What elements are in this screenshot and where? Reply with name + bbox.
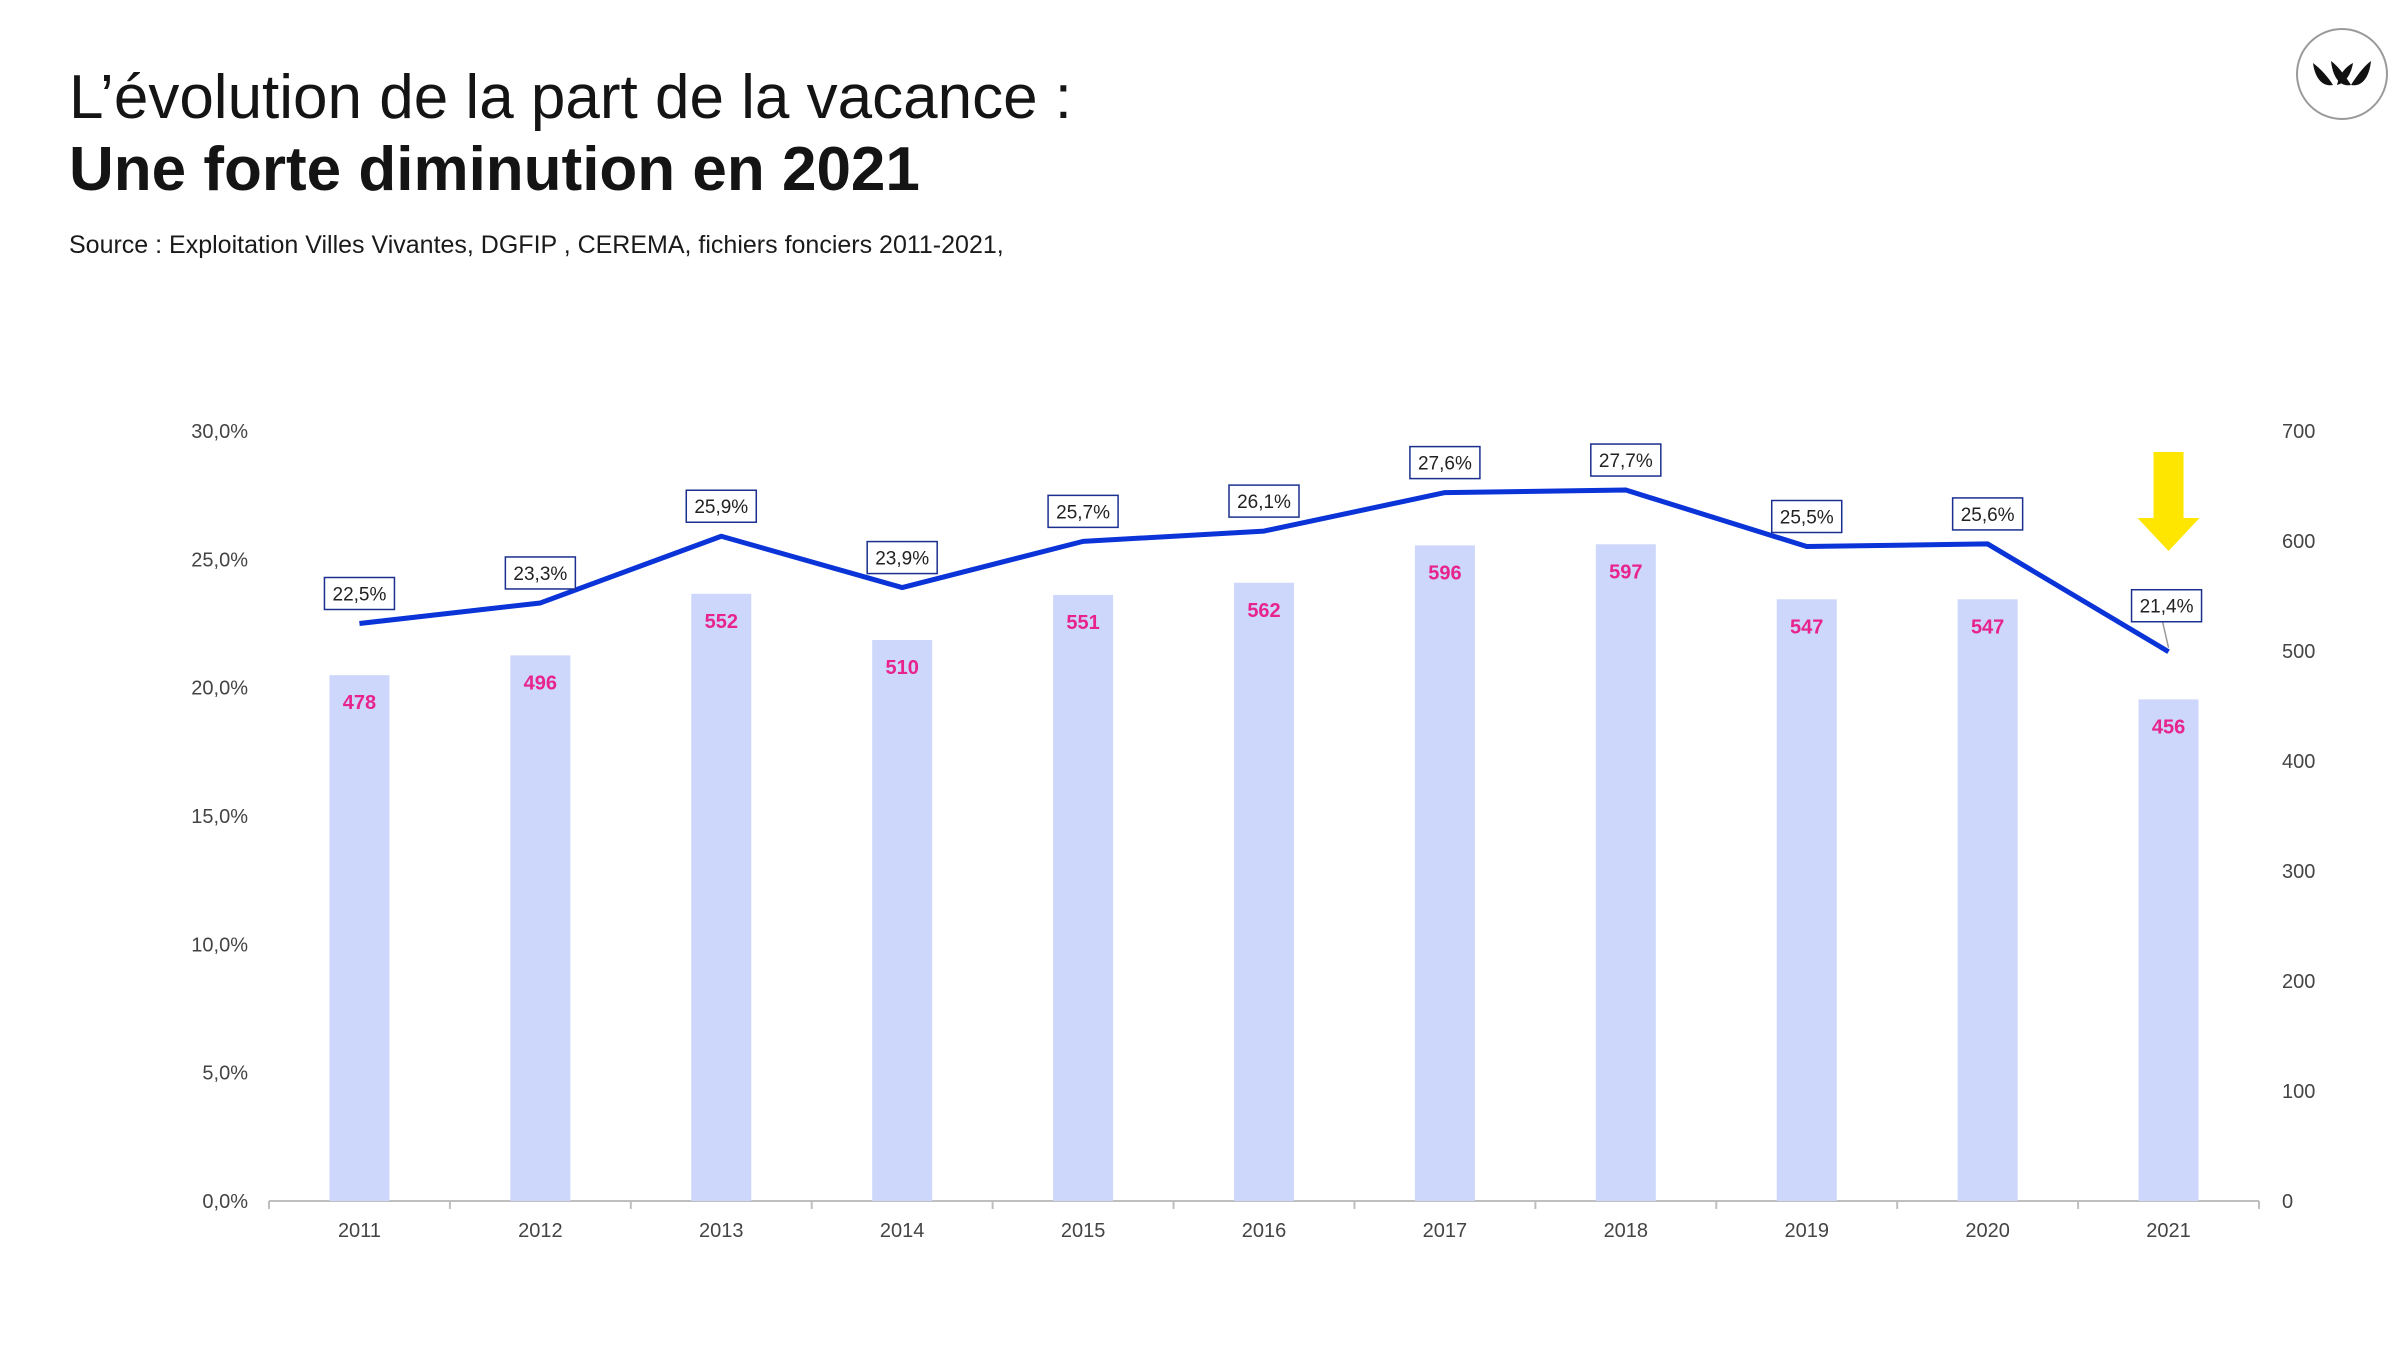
bar [691,593,752,1201]
page-title-line1: L’évolution de la part de la vacance : [69,63,1073,132]
line-data-label: 21,4% [2140,597,2194,618]
bar-data-label: 552 [705,611,738,633]
y-left-tick-label: 0,0% [202,1191,248,1213]
bar-data-label: 551 [1066,612,1099,634]
y-right-tick-label: 100 [2282,1081,2315,1103]
bar [1053,594,1114,1201]
bar [329,675,390,1201]
leaf-logo-icon [2296,28,2388,120]
y-left-tick-label: 20,0% [191,678,248,700]
y-right-tick-label: 500 [2282,641,2315,663]
bar [2138,699,2199,1201]
line-data-label: 25,9% [694,497,748,518]
line-label-box [1047,494,1119,529]
line-label-box [2130,588,2203,623]
bar [1234,582,1294,1201]
bar [1957,599,2018,1201]
x-tick-label: 2019 [1784,1220,1829,1242]
x-tick-label: 2021 [2146,1220,2191,1242]
y-right-tick-label: 700 [2282,421,2315,443]
x-tick-label: 2015 [1061,1220,1106,1242]
line-label-box [1409,445,1481,480]
x-tick-label: 2013 [699,1220,744,1242]
line-data-label: 27,7% [1599,451,1653,472]
vacancy-rate-line [359,487,2170,654]
x-tick-label: 2011 [338,1220,381,1242]
bar-data-label: 562 [1247,600,1280,622]
line-label-box [685,489,758,523]
x-tick-label: 2020 [1965,1220,2010,1242]
x-tick-label: 2016 [1242,1220,1287,1242]
label-leader-line [2161,621,2170,648]
bar [1414,545,1475,1201]
bar-data-label: 510 [885,657,918,679]
bar-data-label: 596 [1428,562,1461,584]
line-label-box [1228,484,1300,518]
line-data-label: 25,6% [1961,505,2015,526]
line-data-label: 25,5% [1780,508,1834,529]
line-label-box [1590,443,1662,477]
bar [872,640,933,1201]
y-left-tick-label: 30,0% [191,421,248,443]
bar-data-label: 496 [524,672,557,694]
bar-data-label: 478 [343,692,376,714]
bar-data-label: 456 [2152,716,2185,738]
line-label-box [504,556,577,590]
line-label-box [1770,499,1843,534]
line-data-label: 23,9% [875,549,929,570]
arrow-down-icon [2137,452,2200,551]
y-right-tick-label: 200 [2282,971,2315,993]
y-right-tick-label: 300 [2282,861,2315,883]
line-label-box [1951,497,2024,531]
x-tick-label: 2018 [1604,1220,1649,1242]
bar-data-label: 597 [1609,561,1642,583]
bar [510,655,571,1201]
bar-data-label: 547 [1790,616,1823,638]
line-data-label: 25,7% [1056,502,1110,523]
y-left-tick-label: 25,0% [191,549,248,571]
bar-data-label: 547 [1971,616,2004,638]
y-left-tick-label: 5,0% [202,1063,248,1085]
line-data-label: 26,1% [1237,492,1291,513]
x-tick-label: 2014 [880,1220,925,1242]
y-right-tick-label: 400 [2282,751,2315,773]
y-right-tick-label: 600 [2282,531,2315,553]
line-label-box [866,540,938,575]
x-tick-label: 2017 [1423,1220,1468,1242]
bar [1595,544,1656,1201]
bar [1776,599,1837,1201]
y-left-tick-label: 15,0% [191,806,248,828]
line-data-label: 23,3% [513,564,567,585]
page-title-line2: Une forte diminution en 2021 [69,135,920,204]
line-data-label: 27,6% [1418,454,1472,475]
y-left-tick-label: 10,0% [191,934,248,956]
line-data-label: 22,5% [333,585,387,606]
source-note: Source : Exploitation Villes Vivantes, D… [69,231,1004,259]
line-label-box [323,576,396,611]
y-right-tick-label: 0 [2282,1191,2293,1213]
x-tick-label: 2012 [518,1220,563,1242]
